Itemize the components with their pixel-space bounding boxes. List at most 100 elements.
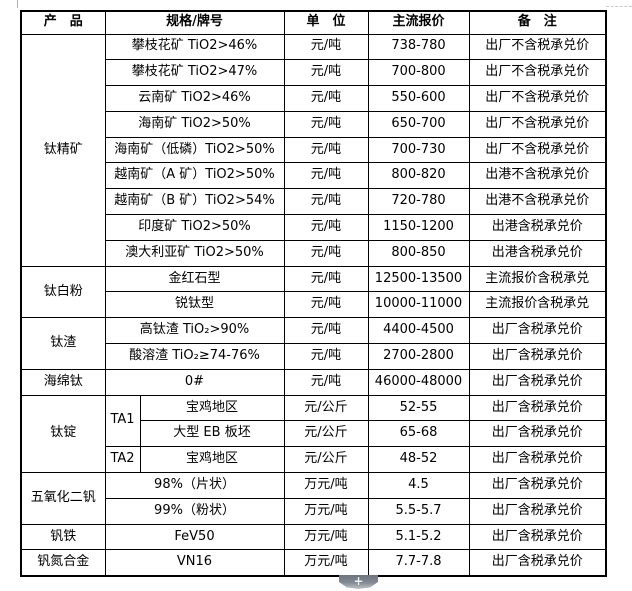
- price-cell: 46000-48000: [367, 368, 470, 396]
- price-cell: 700-800: [367, 59, 470, 87]
- header-product: 产 品: [20, 10, 106, 35]
- unit-cell: 万元/吨: [283, 497, 369, 525]
- unit-cell: 元/吨: [283, 162, 369, 190]
- note-cell: 出厂不含税承兑价: [468, 85, 607, 112]
- grade-cell: TA2: [104, 446, 141, 474]
- header-row: 产 品 规格/牌号 单 位 主流报价 备 注: [20, 10, 607, 35]
- spec-cell: 澳大利亚矿 TiO2>50%: [104, 239, 285, 267]
- unit-cell: 元/公斤: [283, 420, 369, 448]
- table-row: 钛精矿 攀枝花矿 TiO2>46% 元/吨 738-780 出厂不含税承兑价: [20, 33, 607, 267]
- table-row: 越南矿（A 矿）TiO2>50% 元/吨 800-820 出港不含税承兑价: [21, 162, 607, 190]
- table-row: 越南矿（B 矿）TiO2>54% 元/吨 720-780 出港不含税承兑价: [21, 188, 607, 216]
- product-cell: 钒氮合金: [20, 549, 106, 577]
- table-row: 钒氮合金 VN16 万元/吨 7.7-7.8 出厂含税承兑价: [20, 549, 607, 577]
- note-cell: 主流报价含税承兑: [468, 265, 607, 293]
- note-cell: 出厂含税承兑价: [468, 420, 607, 448]
- note-cell: 出厂不含税承兑价: [468, 136, 607, 164]
- header-price: 主流报价: [367, 10, 470, 35]
- spec-cell: 高钛渣 TiO₂>90%: [104, 317, 285, 345]
- note-cell: 出厂含税承兑价: [468, 472, 607, 499]
- unit-cell: 万元/吨: [283, 549, 369, 577]
- spec-cell: 攀枝花矿 TiO2>47%: [104, 59, 285, 87]
- product-cell: 钛白粉: [20, 265, 106, 319]
- page-boundary-tick: [17, 0, 18, 8]
- spec-cell: 宝鸡地区: [139, 394, 285, 422]
- price-cell: 650-700: [367, 110, 470, 138]
- spec-cell: 酸溶渣 TiO₂≥74-76%: [104, 343, 285, 370]
- unit-cell: 元/吨: [283, 33, 369, 61]
- price-cell: 800-850: [367, 239, 470, 267]
- note-cell: 出港含税承兑价: [468, 239, 607, 267]
- price-cell: 52-55: [367, 394, 470, 422]
- table-row: 钛渣 高钛渣 TiO₂>90% 元/吨 4400-4500 出厂含税承兑价: [20, 317, 607, 370]
- price-cell: 4400-4500: [367, 317, 470, 345]
- table-row: 澳大利亚矿 TiO2>50% 元/吨 800-850 出港含税承兑价: [21, 239, 607, 267]
- product-cell: 钒铁: [20, 523, 106, 551]
- page-boundary-dash: [606, 6, 632, 7]
- price-cell: 738-780: [367, 33, 470, 61]
- spec-cell: 0#: [104, 368, 285, 396]
- note-cell: 出厂含税承兑价: [468, 317, 607, 345]
- note-cell: 出厂不含税承兑价: [468, 33, 607, 61]
- product-cell: 钛渣: [20, 317, 106, 370]
- price-cell: 550-600: [367, 85, 470, 112]
- header-note: 备 注: [468, 10, 607, 35]
- note-cell: 出厂含税承兑价: [468, 343, 607, 370]
- price-cell: 700-730: [367, 136, 470, 164]
- unit-cell: 元/吨: [283, 136, 369, 164]
- spec-cell: 金红石型: [104, 265, 285, 293]
- price-cell: 720-780: [367, 188, 470, 216]
- product-cell: 五氧化二钒: [20, 472, 106, 525]
- note-cell: 出厂含税承兑价: [468, 368, 607, 396]
- note-cell: 主流报价含税承兑: [468, 291, 607, 319]
- note-cell: 出厂不含税承兑价: [468, 110, 607, 138]
- unit-cell: 万元/吨: [283, 472, 369, 499]
- spec-cell: FeV50: [104, 523, 285, 551]
- unit-cell: 元/吨: [283, 239, 369, 267]
- spec-cell: 云南矿 TiO2>46%: [104, 85, 285, 112]
- spec-cell: 印度矿 TiO2>50%: [104, 214, 285, 241]
- table-row: 云南矿 TiO2>46% 元/吨 550-600 出厂不含税承兑价: [21, 85, 607, 112]
- spec-cell: 99%（粉状）: [104, 497, 285, 525]
- spec-cell: 大型 EB 板坯: [139, 420, 285, 448]
- price-cell: 12500-13500: [367, 265, 470, 293]
- unit-cell: 元/公斤: [283, 446, 369, 474]
- price-cell: 7.7-7.8: [367, 549, 470, 577]
- unit-cell: 元/吨: [283, 317, 369, 345]
- price-table: 产 品 规格/牌号 单 位 主流报价 备 注 钛精矿 攀枝花矿 TiO2>46%…: [20, 10, 607, 577]
- table-row: TA2 宝鸡地区 元/公斤 48-52 出厂含税承兑价: [21, 446, 607, 474]
- unit-cell: 元/吨: [283, 214, 369, 241]
- note-cell: 出厂含税承兑价: [468, 394, 607, 422]
- price-cell: 4.5: [367, 472, 470, 499]
- header-unit: 单 位: [283, 10, 369, 35]
- note-cell: 出厂含税承兑价: [468, 446, 607, 474]
- table-row: 酸溶渣 TiO₂≥74-76% 元/吨 2700-2800 出厂含税承兑价: [21, 343, 607, 370]
- unit-cell: 元/吨: [283, 265, 369, 293]
- price-cell: 48-52: [367, 446, 470, 474]
- header-spec: 规格/牌号: [104, 10, 285, 35]
- table-row: 钛锭 TA1 宝鸡地区 元/公斤 52-55 出厂含税承兑价: [20, 394, 607, 474]
- spec-cell: 越南矿（B 矿）TiO2>54%: [104, 188, 285, 216]
- expand-button[interactable]: +: [339, 575, 378, 589]
- unit-cell: 元/公斤: [283, 394, 369, 422]
- table-row: 99%（粉状） 万元/吨 5.5-5.7 出厂含税承兑价: [21, 497, 607, 525]
- note-cell: 出厂含税承兑价: [468, 549, 607, 577]
- table-row: 攀枝花矿 TiO2>47% 元/吨 700-800 出厂不含税承兑价: [21, 59, 607, 87]
- unit-cell: 元/吨: [283, 110, 369, 138]
- table-row: 锐钛型 元/吨 10000-11000 主流报价含税承兑: [21, 291, 607, 319]
- spec-cell: 宝鸡地区: [139, 446, 285, 474]
- spec-cell: 海南矿 TiO2>50%: [104, 110, 285, 138]
- note-cell: 出厂不含税承兑价: [468, 59, 607, 87]
- price-cell: 65-68: [367, 420, 470, 448]
- note-cell: 出港不含税承兑价: [468, 162, 607, 190]
- table-row: 钛白粉 金红石型 元/吨 12500-13500 主流报价含税承兑: [20, 265, 607, 319]
- note-cell: 出港不含税承兑价: [468, 188, 607, 216]
- spec-cell: 锐钛型: [104, 291, 285, 319]
- note-cell: 出港含税承兑价: [468, 214, 607, 241]
- table-row: 大型 EB 板坯 元/公斤 65-68 出厂含税承兑价: [21, 420, 607, 448]
- grade-cell: TA1: [104, 394, 141, 448]
- plus-icon: +: [353, 574, 364, 588]
- price-cell: 5.1-5.2: [367, 523, 470, 551]
- table-row: 五氧化二钒 98%（片状） 万元/吨 4.5 出厂含税承兑价: [20, 472, 607, 525]
